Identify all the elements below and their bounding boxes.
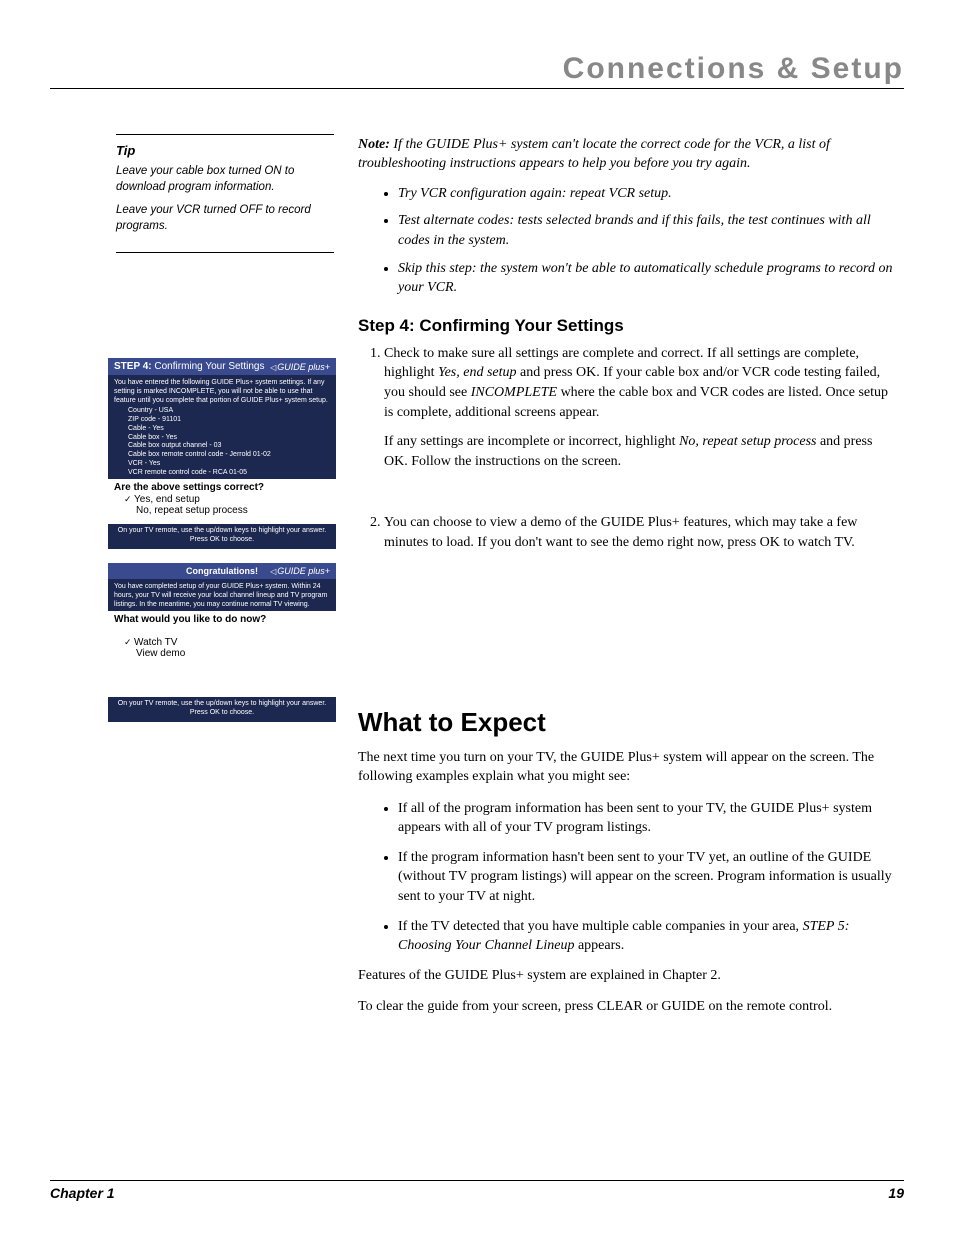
list-item: Test alternate codes: tests selected bra… [398,211,898,250]
tip-paragraph: Leave your VCR turned OFF to record prog… [116,203,334,234]
text: Confirming Your Settings [152,361,265,372]
what-to-expect-heading: What to Expect [358,707,898,738]
panel-question: What would you like to do now? [114,614,330,625]
list-item: If the TV detected that you have multipl… [398,917,898,956]
panel-header: STEP 4: Confirming Your Settings GUIDE p… [108,358,336,375]
list-item: Try VCR configuration again: repeat VCR … [398,184,898,204]
option-watch-tv[interactable]: Watch TV [114,637,330,648]
option-no-repeat-setup[interactable]: No, repeat setup process [114,505,330,516]
setting-item: VCR - Yes [128,460,330,469]
spacer [358,567,898,707]
panel-body: You have completed setup of your GUIDE P… [108,579,336,611]
panel-footer: On your TV remote, use the up/down keys … [108,697,336,722]
paragraph: The next time you turn on your TV, the G… [358,748,898,787]
tip-paragraph: Leave your cable box turned ON to downlo… [116,164,334,195]
panel-intro-text: You have completed setup of your GUIDE P… [114,583,330,609]
footer-line: On your TV remote, use the up/down keys … [112,700,332,709]
main-content: Note: If the GUIDE Plus+ system can't lo… [358,136,898,1029]
step4-list: Check to make sure all settings are comp… [358,344,898,553]
guide-plus-logo: GUIDE plus+ [270,566,330,576]
text-italic: INCOMPLETE [471,385,557,400]
panel-question-area: What would you like to do now? Watch TV … [108,611,336,697]
page-number: 19 [888,1185,904,1201]
panel-intro-text: You have entered the following GUIDE Plu… [114,379,330,405]
step-tag: STEP 4: [114,361,152,372]
setting-item: ZIP code - 91101 [128,416,330,425]
footer-line: Press OK to choose. [112,709,332,718]
list-item: You can choose to view a demo of the GUI… [384,513,898,552]
text: If any settings are incomplete or incorr… [384,434,679,449]
tip-sidebar: Tip Leave your cable box turned ON to do… [116,134,334,253]
screenshot-step4-panel: STEP 4: Confirming Your Settings GUIDE p… [108,358,336,549]
panel-question-area: Are the above settings correct? Yes, end… [108,479,336,524]
panel-question: Are the above settings correct? [114,482,330,493]
panel-footer: On your TV remote, use the up/down keys … [108,524,336,549]
guide-plus-logo: GUIDE plus+ [270,362,330,372]
list-item: If all of the program information has be… [398,799,898,838]
text-italic: Yes, end setup [438,365,516,380]
screenshot-congrats-panel: Congratulations! GUIDE plus+ You have co… [108,563,336,722]
paragraph: If any settings are incomplete or incorr… [384,432,898,471]
note-text: If the GUIDE Plus+ system can't locate t… [358,137,830,171]
footer-line: Press OK to choose. [112,536,332,545]
note-paragraph: Note: If the GUIDE Plus+ system can't lo… [358,136,898,174]
list-item: Check to make sure all settings are comp… [384,344,898,472]
list-item: If the program information hasn't been s… [398,848,898,907]
header-title: Connections & Setup [50,52,904,86]
setting-item: Cable box remote control code - Jerrold … [128,451,330,460]
setting-item: Cable - Yes [128,425,330,434]
settings-list: Country - USA ZIP code - 91101 Cable - Y… [114,407,330,477]
paragraph: To clear the guide from your screen, pre… [358,997,898,1017]
chapter-label: Chapter 1 [50,1185,115,1201]
panel-header-title: Congratulations! [186,566,258,576]
page-footer: Chapter 1 19 [50,1180,904,1201]
text: appears. [574,938,624,953]
setting-item: VCR remote control code - RCA 01-05 [128,469,330,478]
text: If the TV detected that you have multipl… [398,919,803,934]
panel-body: You have entered the following GUIDE Plu… [108,375,336,479]
panel-header: Congratulations! GUIDE plus+ [108,563,336,579]
option-view-demo[interactable]: View demo [114,648,330,659]
list-item: Skip this step: the system won't be able… [398,259,898,298]
option-yes-end-setup[interactable]: Yes, end setup [114,494,330,505]
setting-item: Cable box output channel - 03 [128,442,330,451]
page-header: Connections & Setup [50,52,904,89]
footer-line: On your TV remote, use the up/down keys … [112,527,332,536]
setting-item: Country - USA [128,407,330,416]
step4-heading: Step 4: Confirming Your Settings [358,316,898,336]
text-italic: No, repeat setup process [679,434,816,449]
note-label: Note: [358,137,390,152]
panel-header-title: STEP 4: Confirming Your Settings [114,361,264,372]
setting-item: Cable box - Yes [128,434,330,443]
expect-bullet-list: If all of the program information has be… [358,799,898,956]
tip-title: Tip [116,143,334,158]
paragraph: Features of the GUIDE Plus+ system are e… [358,966,898,986]
note-bullet-list: Try VCR configuration again: repeat VCR … [358,184,898,298]
